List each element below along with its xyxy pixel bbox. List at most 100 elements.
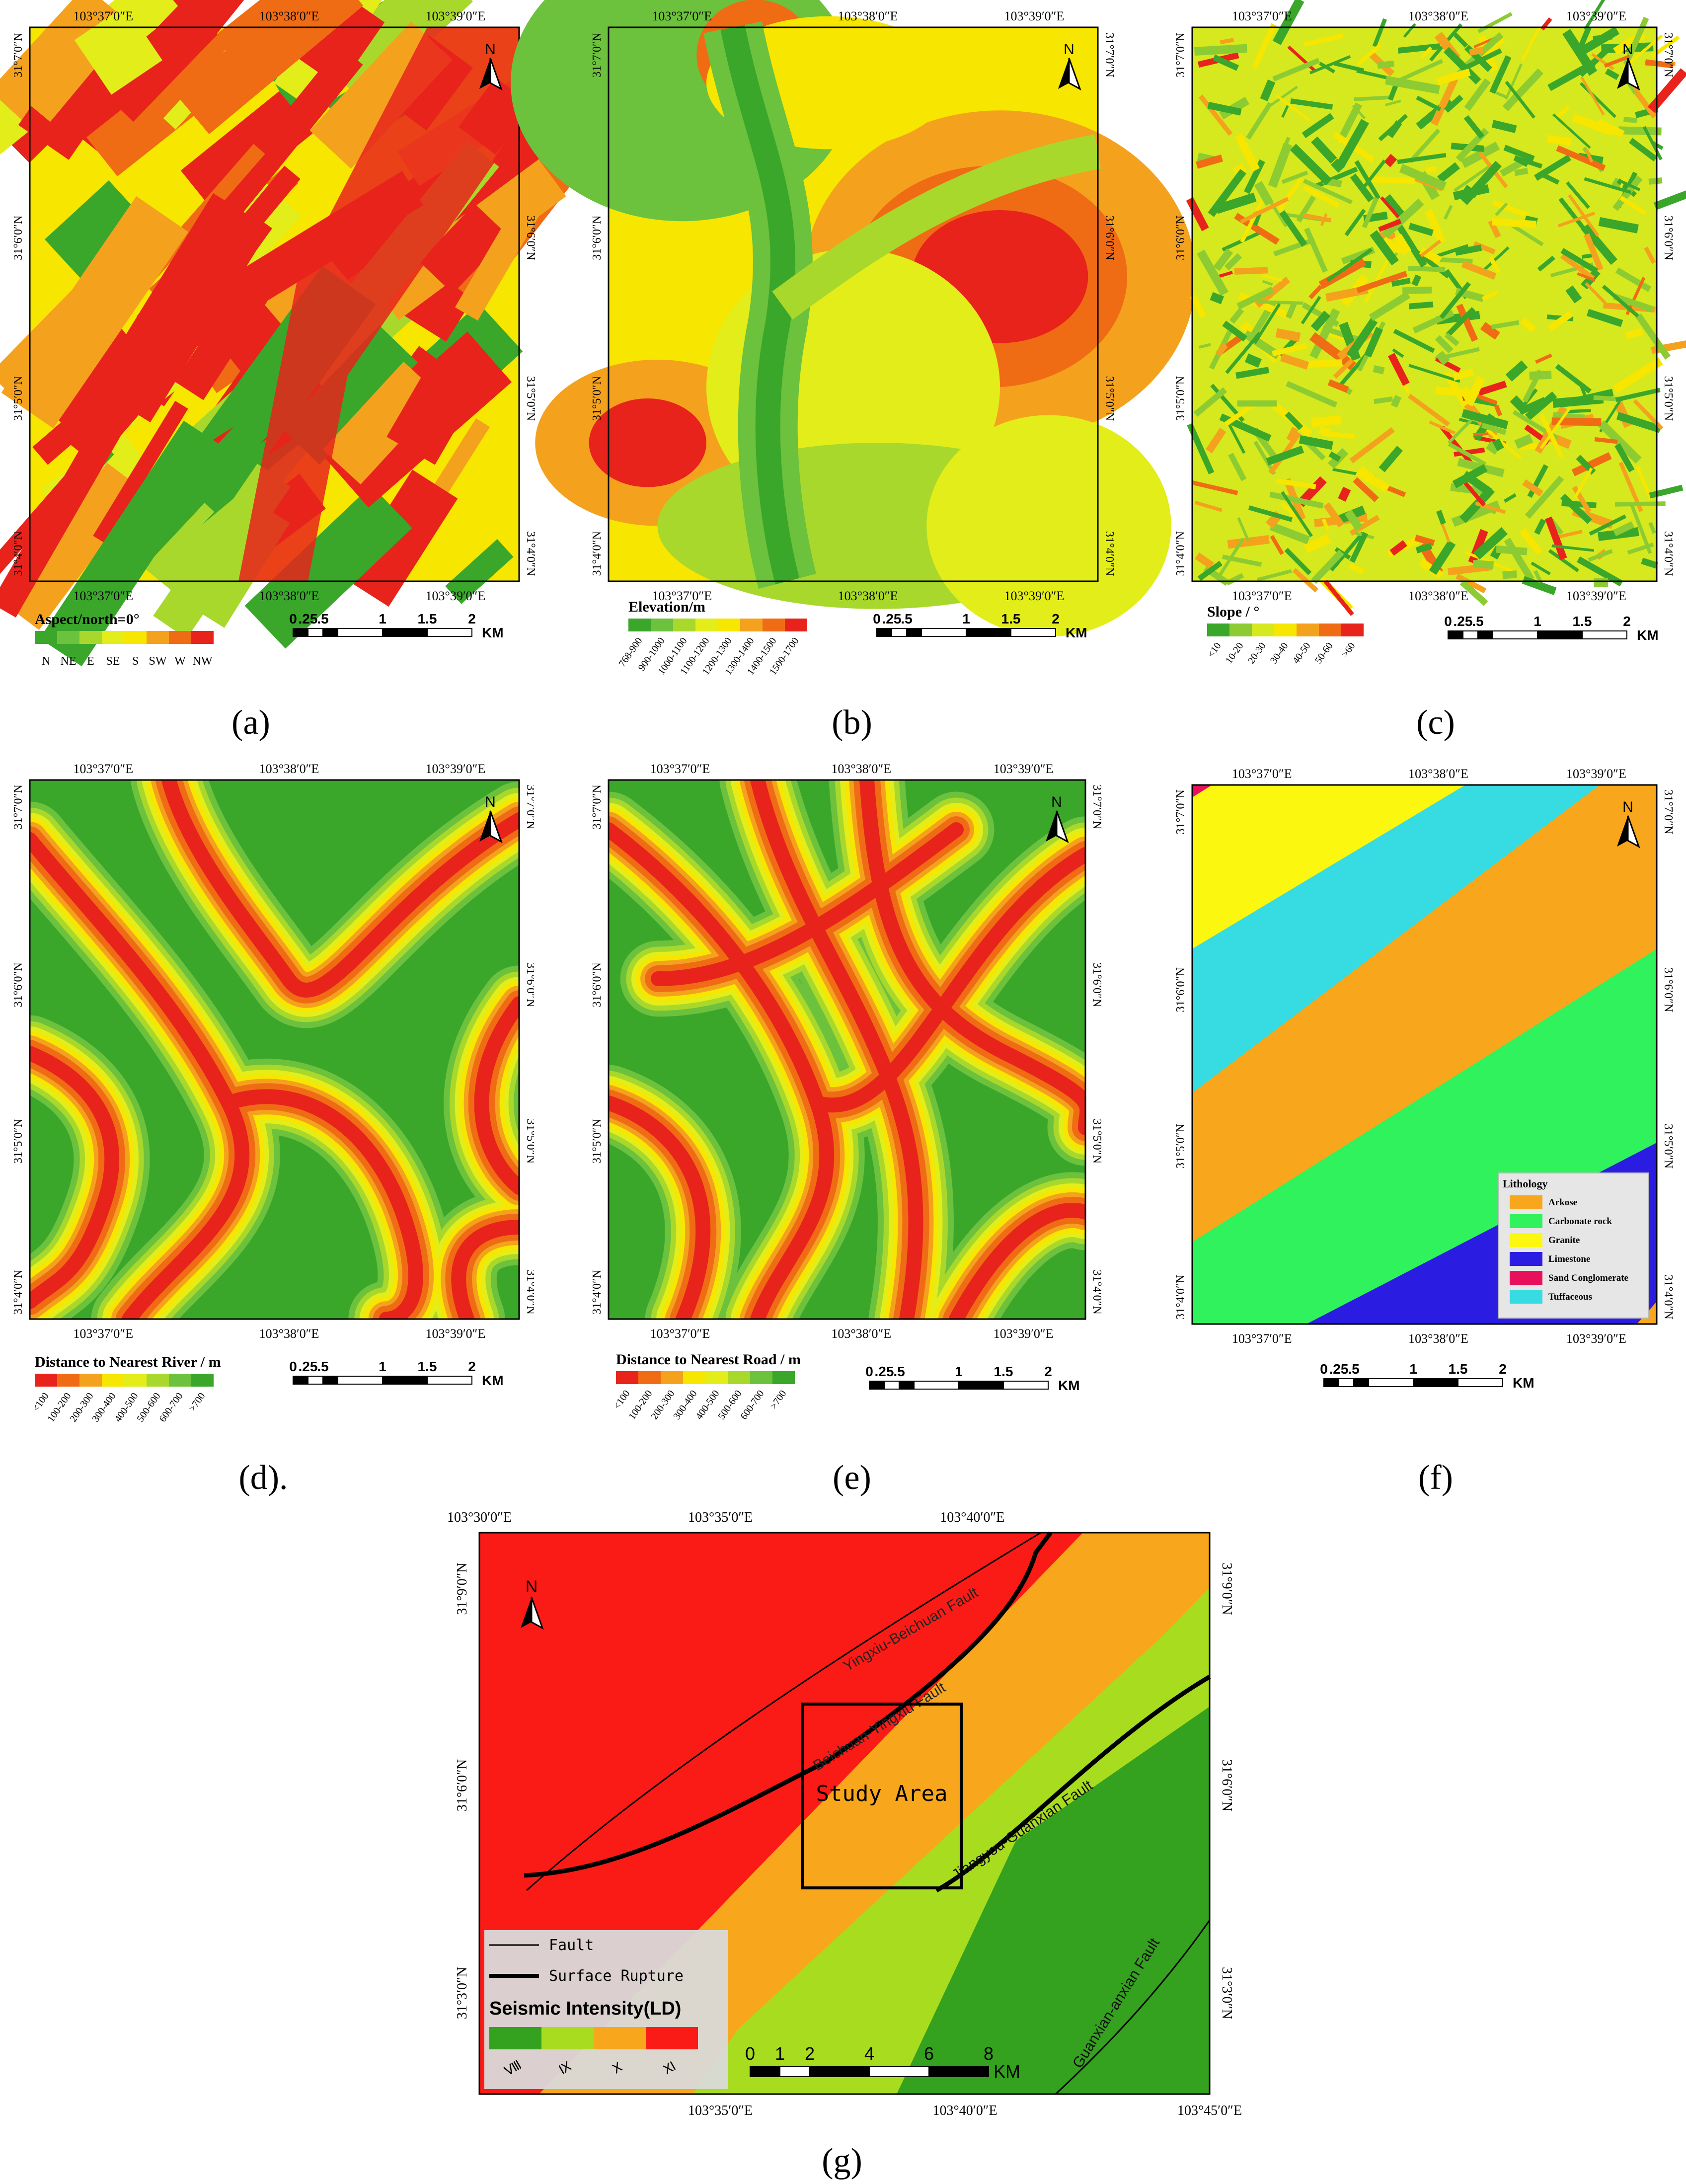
legend-(a): Aspect/north=0° N NE E SE S SW W NW [35,611,214,668]
scale-bar-segment [307,628,323,637]
panel-label-e: (e) [833,1459,871,1497]
slope-map [1186,0,1686,616]
scale-tick-label: 1.5 [1449,1361,1468,1377]
slope-patch [1491,200,1530,219]
slope-patch [1321,518,1330,532]
slope-patch [1558,197,1591,236]
slope-patch [1334,61,1365,73]
lon-label-bottom: 103°38′0″E [1408,589,1468,603]
legend-class-label: S [132,655,139,668]
slope-patch [1613,521,1635,537]
slope-patch [1222,554,1262,567]
legend-swatch [147,1374,169,1387]
slope-patch [1571,452,1612,476]
legend-class-label: 600-700 [157,1391,185,1424]
scale-tick-label: .5 [1348,1361,1359,1377]
slope-patch [1206,427,1226,454]
slope-patch [1612,175,1643,211]
lith-swatch [1510,1252,1542,1266]
scale-bar-segment [884,1381,900,1390]
slope-patch [1207,101,1242,116]
lon-label-bottom: 103°39′0″E [426,589,486,603]
scale-tick-label: 0 [289,611,297,626]
legend-swatch [79,1374,102,1387]
lon-label-top: 103°30′0″E [447,1510,512,1525]
legend-class-label: N [42,655,50,668]
panel-label-c: (c) [1416,703,1455,742]
slope-patch [1243,330,1281,360]
fault-line [526,1532,1041,1891]
slope-patch [1647,68,1686,113]
slope-patch [1356,69,1389,80]
lat-label-left: 31°7′0″N [591,784,604,829]
slope-patch [1473,241,1496,255]
slope-patch [1311,136,1337,164]
slope-patch [1488,256,1501,274]
slope-patch [1253,303,1281,344]
legend-title: Slope / ° [1207,604,1259,620]
slope-patch [1237,400,1277,407]
aspect-patch [244,485,412,649]
slope-patch [1377,60,1394,69]
slope-patch [1262,280,1273,286]
slope-patch [1584,0,1609,31]
slope-patch [1604,55,1630,68]
slope-patch [1572,113,1615,136]
legend-class-label: NE [61,655,77,668]
lat-label-right: 31°6′0″N [1662,967,1675,1012]
lon-label-top: 103°39′0″E [1566,767,1626,781]
legend-swatch [57,631,79,644]
lat-label-right: 31°5′0″N [1090,1119,1103,1164]
slope-patch [1275,328,1301,342]
slope-patch [1494,404,1502,417]
buffer-ring [810,847,1093,1113]
map-border [608,26,1099,582]
slope-patch [1391,278,1411,287]
lon-label-bottom: 103°37′0″E [1232,589,1292,603]
slope-patch [1612,293,1654,312]
slope-patch [1360,159,1386,192]
legend-swatch [169,631,191,644]
north-arrow-icon: N [1616,41,1640,90]
slope-patch [1257,569,1292,582]
map-border [29,779,520,1320]
elev-zone [926,415,1171,637]
slope-patch [1455,573,1487,594]
scale-tick-label: 2 [1623,614,1631,629]
slope-patch [1586,309,1623,327]
slope-patch [1374,396,1393,404]
slope-patch [1542,173,1560,185]
lith-swatch [1510,1233,1542,1247]
slope-patch [1594,577,1609,588]
lith-class: Carbonate rock [1548,1216,1612,1227]
slope-patch [1393,328,1435,353]
lat-label-right: 31°6′0″N [1090,962,1103,1007]
lon-label-top: 103°39′0″E [994,762,1054,776]
lat-label-right: 31°4′0″N [1662,1275,1675,1320]
slope-patch [1349,532,1369,563]
scale-tick-label: 1 [775,2043,785,2064]
slope-patch [1622,34,1663,70]
slope-patch [1352,104,1366,120]
slope-patch [1408,393,1451,427]
slope-patch [1373,365,1385,375]
legend-title: Aspect/north=0° [35,611,140,627]
legend-swatch [191,631,214,644]
lat-label-left: 31°3′0″N [455,1967,470,2019]
slope-patch [1378,219,1402,232]
slope-patch [1455,244,1482,256]
slope-patch [1228,453,1247,481]
slope-patch [1310,311,1331,332]
slope-patch [1444,332,1459,346]
slope-patch [1649,484,1684,499]
scale-unit: KM [994,2061,1020,2082]
slope-patch [1197,249,1229,296]
slope-patch [1629,502,1652,554]
slope-patch [1397,43,1441,54]
legend-class-label: 10-20 [1224,640,1246,666]
distance-map-d [0,705,594,1394]
slope-patch [1582,253,1594,259]
scale-bar-segment [1338,1378,1354,1387]
lat-label-left: 31°7′0″N [1174,33,1187,78]
